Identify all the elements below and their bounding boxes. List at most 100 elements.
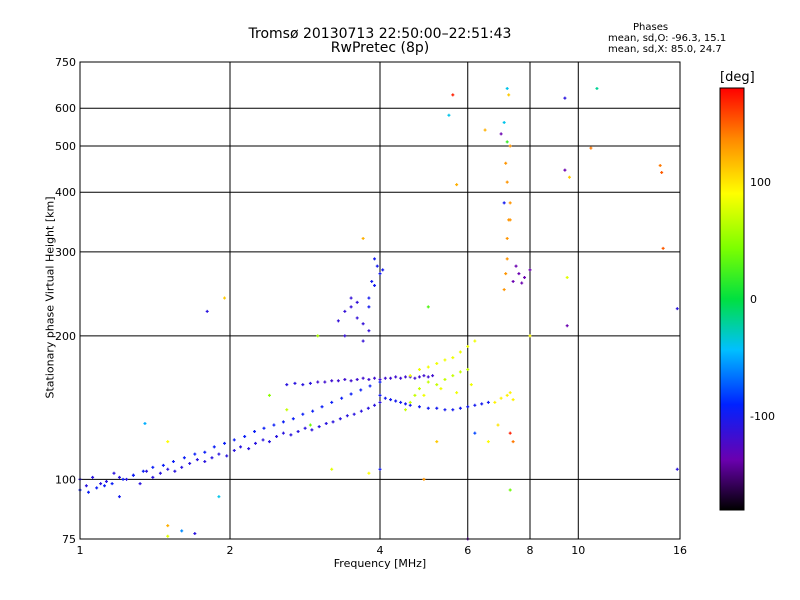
axis-ticks: 1 2 4 6 8 10 16 75 100 200 300 400 500 600 750 <box>55 56 687 557</box>
data-point <box>499 396 503 400</box>
data-point <box>361 376 365 380</box>
data-point <box>504 161 508 165</box>
data-point <box>253 441 257 445</box>
data-point <box>455 391 459 395</box>
data-point <box>293 381 297 385</box>
data-point <box>223 296 227 300</box>
data-point <box>451 408 455 412</box>
data-point <box>99 482 103 486</box>
data-point <box>426 380 430 384</box>
colorbar-unit-label: [deg] <box>720 70 755 85</box>
data-point <box>285 408 289 412</box>
data-point <box>151 465 155 469</box>
colorbar-tick-label: 100 <box>750 176 771 189</box>
data-point <box>378 400 382 404</box>
grid-lines <box>80 62 680 539</box>
data-point <box>355 316 359 320</box>
data-point <box>316 334 320 338</box>
data-point <box>110 482 114 486</box>
data-point <box>417 387 421 391</box>
data-point <box>520 281 524 285</box>
data-point <box>361 322 365 326</box>
data-point <box>381 268 385 272</box>
chart-title: Tromsø 20130713 22:50:00–22:51:43 <box>248 26 512 42</box>
data-point <box>447 113 451 117</box>
data-point <box>375 264 379 268</box>
data-point <box>203 450 207 454</box>
data-point <box>473 339 477 343</box>
data-point <box>91 475 95 479</box>
data-point <box>173 469 177 473</box>
data-point <box>505 257 509 261</box>
y-tick-label: 200 <box>55 330 76 343</box>
y-tick-label: 750 <box>55 56 76 69</box>
data-point <box>439 387 443 391</box>
data-point <box>399 400 403 404</box>
data-point <box>408 403 412 407</box>
data-point <box>595 86 599 90</box>
data-point <box>166 440 170 444</box>
data-point <box>361 339 365 343</box>
data-point <box>394 399 398 403</box>
data-point <box>417 367 421 371</box>
data-point <box>458 406 462 410</box>
data-point <box>366 406 370 410</box>
data-point <box>324 421 328 425</box>
data-point <box>563 168 567 172</box>
data-point <box>158 471 162 475</box>
data-point <box>145 469 149 473</box>
data-point <box>426 375 430 379</box>
data-point <box>330 400 334 404</box>
data-point <box>247 447 251 451</box>
data-point <box>505 180 509 184</box>
data-point <box>507 93 511 97</box>
data-point <box>378 272 382 276</box>
data-point <box>508 218 512 222</box>
data-point <box>403 375 407 379</box>
data-point <box>466 405 470 409</box>
data-point <box>658 164 662 168</box>
data-point <box>486 440 490 444</box>
data-point <box>528 268 532 272</box>
y-tick-label: 400 <box>55 186 76 199</box>
data-point <box>466 367 470 371</box>
data-point <box>675 467 679 471</box>
data-point <box>131 473 135 477</box>
data-point <box>212 445 216 449</box>
data-point <box>301 383 305 387</box>
data-point <box>275 435 279 439</box>
data-point <box>565 276 569 280</box>
data-point <box>473 403 477 407</box>
data-point <box>417 375 421 379</box>
data-point <box>483 128 487 132</box>
data-point <box>567 175 571 179</box>
x-tick-label: 4 <box>377 544 384 557</box>
data-point <box>291 417 295 421</box>
data-point <box>166 524 170 528</box>
data-point <box>232 448 236 452</box>
data-point <box>143 421 147 425</box>
data-point <box>451 93 455 97</box>
data-point <box>355 377 359 381</box>
data-point <box>272 423 276 427</box>
data-point <box>435 440 439 444</box>
data-point <box>435 361 439 365</box>
y-tick-label: 500 <box>55 140 76 153</box>
data-point <box>166 467 170 471</box>
data-point <box>195 458 199 462</box>
plot-frame <box>79 61 681 540</box>
colorbar-tick-label: 0 <box>750 293 757 306</box>
data-point <box>455 183 459 187</box>
data-point <box>511 440 515 444</box>
data-point <box>511 398 515 402</box>
data-point <box>373 376 377 380</box>
data-point <box>323 380 327 384</box>
x-tick-label: 8 <box>527 544 534 557</box>
data-point <box>435 383 439 387</box>
data-point <box>261 438 265 442</box>
data-point <box>469 383 473 387</box>
data-point <box>180 529 184 533</box>
data-point <box>378 377 382 381</box>
y-tick-label: 100 <box>55 473 76 486</box>
data-point <box>426 406 430 410</box>
